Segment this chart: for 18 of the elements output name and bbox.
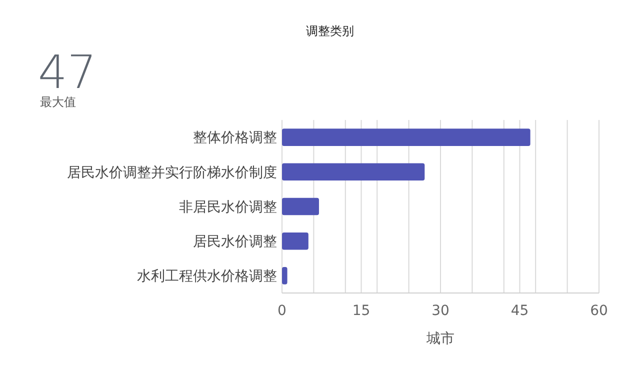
bar	[282, 128, 530, 146]
x-tick-label: 0	[278, 303, 286, 319]
bar	[282, 232, 308, 250]
y-tick-label: 居民水价调整并实行阶梯水价制度	[67, 164, 277, 181]
bar	[282, 267, 288, 284]
y-tick-label: 居民水价调整	[193, 234, 277, 250]
bar	[282, 163, 425, 181]
text: 最大值	[40, 95, 76, 109]
y-tick-label: 水利工程供水价格调整	[137, 268, 277, 285]
x-axis-title: 城市	[426, 331, 454, 347]
x-tick-label: 60	[590, 303, 608, 319]
y-tick-label: 整体价格调整	[193, 130, 277, 146]
x-tick-label: 45	[510, 303, 529, 319]
x-tick-label: 30	[432, 303, 450, 319]
y-tick-label: 非居民水价调整	[179, 199, 277, 216]
chart-title: 调整类别	[306, 24, 354, 38]
bar	[282, 198, 319, 216]
x-tick-label: 15	[352, 303, 370, 319]
